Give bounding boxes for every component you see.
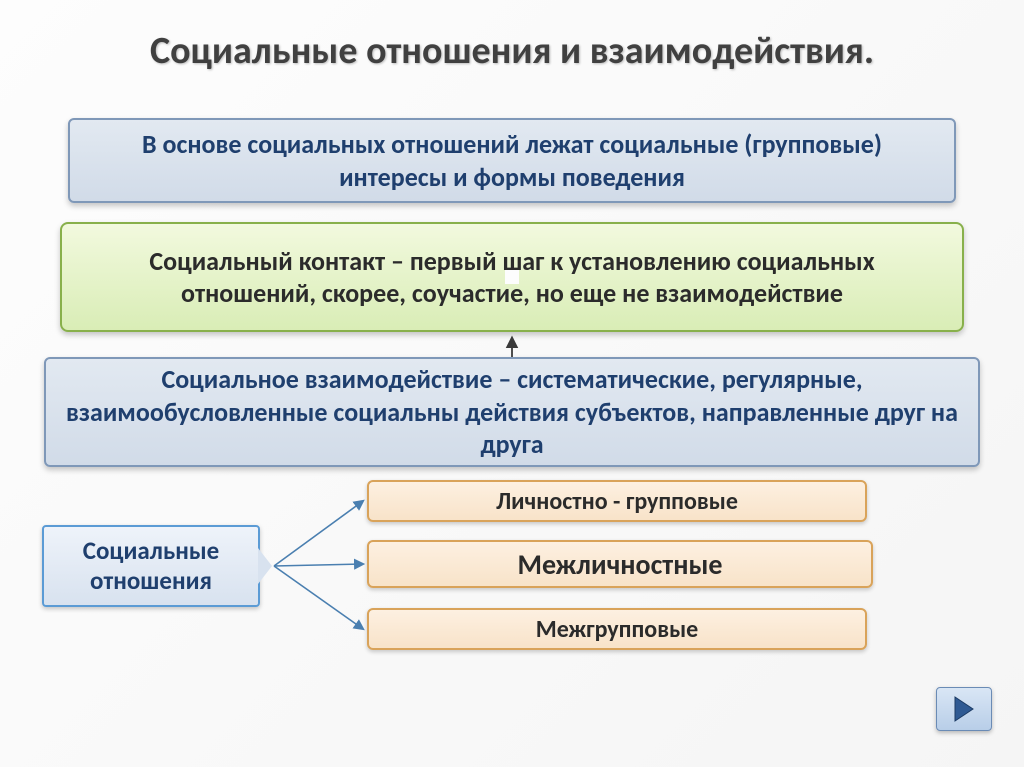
- relation-type-label-1: Личностно - групповые: [496, 487, 738, 516]
- definition-box-contact: Социальный контакт – первый шаг к устано…: [60, 222, 964, 332]
- slide-title: Социальные отношения и взаимодействия.: [0, 28, 1024, 74]
- relations-source-box: Социальные отношения: [42, 525, 260, 607]
- play-icon: [952, 695, 976, 723]
- next-slide-button[interactable]: [936, 687, 992, 731]
- relation-type-personal-group: Личностно - групповые: [367, 480, 867, 522]
- definition-box-basis: В основе социальных отношений лежат соци…: [68, 118, 956, 203]
- relation-type-interpersonal: Межличностные: [367, 540, 873, 588]
- fanout-line-3: [274, 566, 363, 629]
- relations-source-label: Социальные отношения: [62, 536, 240, 596]
- relation-type-label-2: Межличностные: [517, 547, 722, 582]
- definition-text-1: В основе социальных отношений лежат соци…: [88, 128, 936, 193]
- fanout-line-2: [274, 564, 363, 566]
- definition-box-interaction: Социальное взаимодействие – систематичес…: [44, 357, 980, 467]
- fanout-line-1: [274, 501, 363, 566]
- relation-type-label-3: Межгрупповые: [536, 615, 698, 644]
- relation-type-intergroup: Межгрупповые: [367, 608, 867, 650]
- definition-text-2: Социальный контакт – первый шаг к устано…: [80, 245, 944, 310]
- definition-text-3: Социальное взаимодействие – систематичес…: [64, 363, 960, 461]
- slide-canvas: Социальные отношения и взаимодействия. В…: [0, 0, 1024, 767]
